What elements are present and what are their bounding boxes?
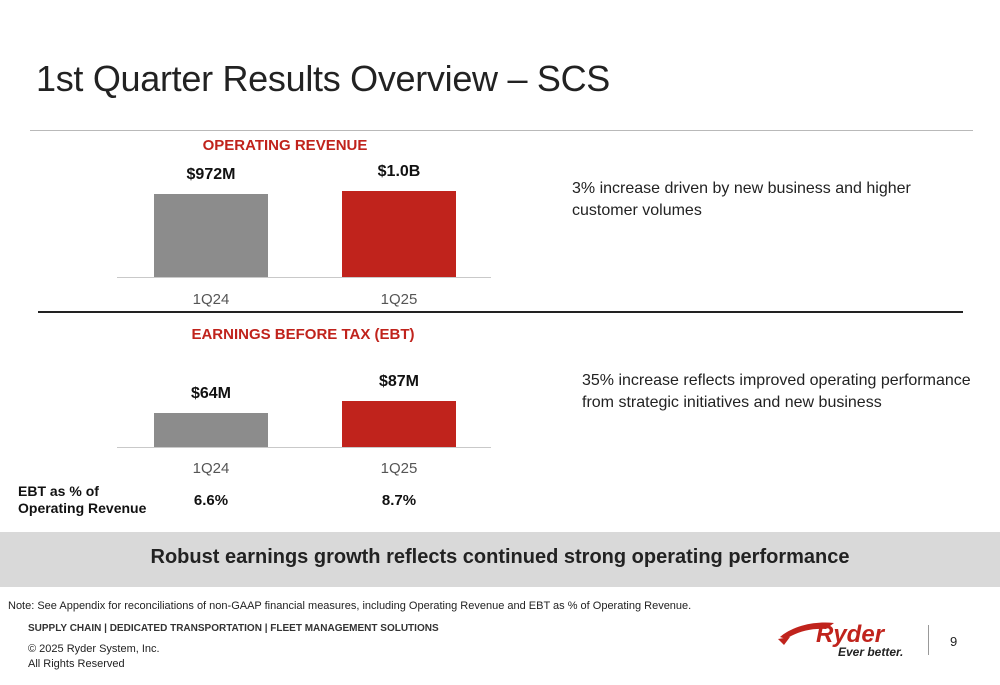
operating-revenue-bar-1q24	[154, 193, 268, 277]
operating-revenue-data-label-1q25: $1.0B	[377, 163, 421, 181]
operating-revenue-chart-title: OPERATING REVENUE	[202, 137, 368, 154]
footer-divider	[928, 625, 929, 655]
footer-copyright: © 2025 Ryder System, Inc. All Rights Res…	[28, 642, 160, 672]
section-divider	[38, 311, 963, 313]
ebt-percent-label: EBT as % of Operating Revenue	[18, 483, 147, 516]
operating-revenue-baseline	[117, 277, 491, 278]
operating-revenue-data-label-1q24: $972M	[186, 165, 236, 183]
copyright-line: © 2025 Ryder System, Inc.	[28, 643, 160, 655]
logo-name: Ryder	[816, 621, 886, 648]
operating-revenue-category-1q25: 1Q25	[380, 291, 418, 308]
ryder-logo-icon: Ryder Ever better.	[778, 621, 903, 659]
operating-revenue-comment: 3% increase driven by new business and h…	[572, 180, 911, 219]
logo-slogan: Ever better.	[838, 645, 903, 659]
page-title: 1st Quarter Results Overview – SCS	[36, 58, 610, 99]
summary-banner	[0, 532, 1000, 587]
ebt-bar-1q25	[342, 401, 456, 447]
ebt-data-label-1q24: $64M	[190, 385, 232, 403]
page-number: 9	[950, 634, 958, 649]
ebt-percent-1q25: 8.7%	[381, 492, 417, 509]
summary-banner-text: Robust earnings growth reflects continue…	[150, 546, 850, 568]
operating-revenue-category-1q24: 1Q24	[192, 291, 230, 308]
ebt-baseline	[117, 447, 491, 448]
ebt-percent-1q24: 6.6%	[193, 492, 229, 509]
footnote: Note: See Appendix for reconciliations o…	[8, 600, 692, 612]
rights-line: All Rights Reserved	[28, 658, 125, 670]
operating-revenue-bar-1q25	[342, 191, 456, 277]
ebt-bar-1q24	[154, 413, 268, 447]
ebt-chart-title: EARNINGS BEFORE TAX (EBT)	[191, 326, 415, 343]
title-divider	[30, 130, 973, 131]
ebt-comment: 35% increase reflects improved operating…	[582, 372, 971, 411]
ebt-category-1q24: 1Q24	[192, 460, 230, 477]
ebt-data-label-1q25: $87M	[378, 373, 420, 391]
ebt-category-1q25: 1Q25	[380, 460, 418, 477]
footer-tagline: SUPPLY CHAIN | DEDICATED TRANSPORTATION …	[28, 623, 439, 634]
